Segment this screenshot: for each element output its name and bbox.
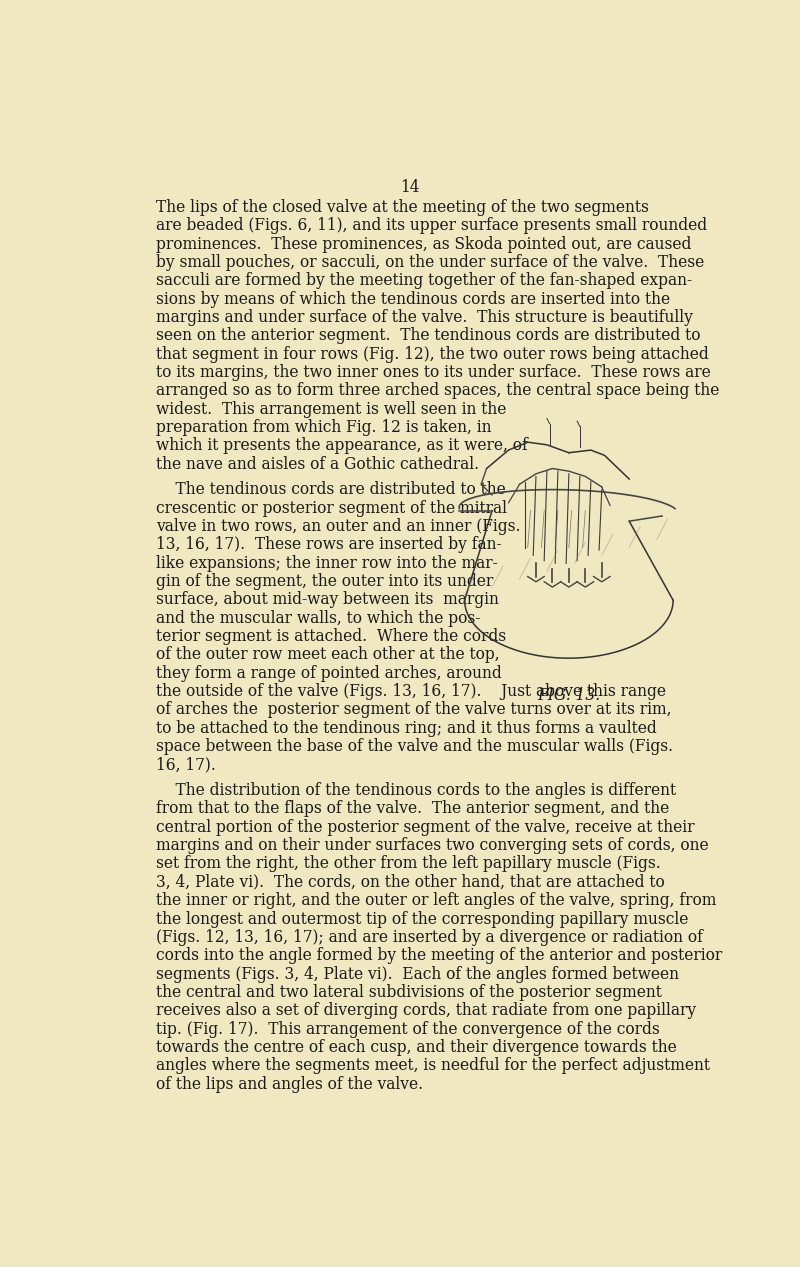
Text: The distribution of the tendinous cords to the angles is different: The distribution of the tendinous cords … xyxy=(156,782,676,799)
Text: The tendinous cords are distributed to the: The tendinous cords are distributed to t… xyxy=(156,481,506,498)
Text: like expansions; the inner row into the mar-: like expansions; the inner row into the … xyxy=(156,555,498,571)
Text: prominences.  These prominences, as Skoda pointed out, are caused: prominences. These prominences, as Skoda… xyxy=(156,236,691,252)
Text: by small pouches, or sacculi, on the under surface of the valve.  These: by small pouches, or sacculi, on the und… xyxy=(156,253,704,271)
Text: sacculi are formed by the meeting together of the fan-shaped expan-: sacculi are formed by the meeting togeth… xyxy=(156,272,692,289)
Text: 16, 17).: 16, 17). xyxy=(156,756,216,773)
Text: 13, 16, 17).  These rows are inserted by fan-: 13, 16, 17). These rows are inserted by … xyxy=(156,536,502,554)
Text: of the outer row meet each other at the top,: of the outer row meet each other at the … xyxy=(156,646,499,664)
Text: to its margins, the two inner ones to its under surface.  These rows are: to its margins, the two inner ones to it… xyxy=(156,364,710,381)
Text: crescentic or posterior segment of the mitral: crescentic or posterior segment of the m… xyxy=(156,499,507,517)
Text: are beaded (Figs. 6, 11), and its upper surface presents small rounded: are beaded (Figs. 6, 11), and its upper … xyxy=(156,217,707,234)
Text: of the lips and angles of the valve.: of the lips and angles of the valve. xyxy=(156,1076,423,1092)
Text: segments (Figs. 3, 4, Plate vi).  Each of the angles formed between: segments (Figs. 3, 4, Plate vi). Each of… xyxy=(156,965,678,982)
Text: 14: 14 xyxy=(400,180,420,196)
Text: and the muscular walls, to which the pos-: and the muscular walls, to which the pos… xyxy=(156,609,480,627)
Text: surface, about mid-way between its  margin: surface, about mid-way between its margi… xyxy=(156,592,498,608)
Text: the inner or right, and the outer or left angles of the valve, spring, from: the inner or right, and the outer or lef… xyxy=(156,892,716,910)
Text: arranged so as to form three arched spaces, the central space being the: arranged so as to form three arched spac… xyxy=(156,383,719,399)
Text: the nave and aisles of a Gothic cathedral.: the nave and aisles of a Gothic cathedra… xyxy=(156,456,479,473)
Text: 3, 4, Plate vi).  The cords, on the other hand, that are attached to: 3, 4, Plate vi). The cords, on the other… xyxy=(156,874,665,891)
Text: they form a range of pointed arches, around: they form a range of pointed arches, aro… xyxy=(156,665,502,682)
Text: FIG. 13.: FIG. 13. xyxy=(538,687,601,703)
Text: terior segment is attached.  Where the cords: terior segment is attached. Where the co… xyxy=(156,628,506,645)
Text: (Figs. 12, 13, 16, 17); and are inserted by a divergence or radiation of: (Figs. 12, 13, 16, 17); and are inserted… xyxy=(156,929,702,946)
Text: set from the right, the other from the left papillary muscle (Figs.: set from the right, the other from the l… xyxy=(156,855,661,873)
Text: the central and two lateral subdivisions of the posterior segment: the central and two lateral subdivisions… xyxy=(156,984,662,1001)
Text: that segment in four rows (Fig. 12), the two outer rows being attached: that segment in four rows (Fig. 12), the… xyxy=(156,346,709,362)
Text: the longest and outermost tip of the corresponding papillary muscle: the longest and outermost tip of the cor… xyxy=(156,911,688,927)
Text: margins and on their under surfaces two converging sets of cords, one: margins and on their under surfaces two … xyxy=(156,837,709,854)
Text: of arches the  posterior segment of the valve turns over at its rim,: of arches the posterior segment of the v… xyxy=(156,702,671,718)
Text: receives also a set of diverging cords, that radiate from one papillary: receives also a set of diverging cords, … xyxy=(156,1002,696,1019)
Text: margins and under surface of the valve.  This structure is beautifully: margins and under surface of the valve. … xyxy=(156,309,693,326)
Text: gin of the segment, the outer into its under: gin of the segment, the outer into its u… xyxy=(156,573,493,590)
Text: cords into the angle formed by the meeting of the anterior and posterior: cords into the angle formed by the meeti… xyxy=(156,948,722,964)
Text: to be attached to the tendinous ring; and it thus forms a vaulted: to be attached to the tendinous ring; an… xyxy=(156,720,657,736)
Text: The lips of the closed valve at the meeting of the two segments: The lips of the closed valve at the meet… xyxy=(156,199,649,215)
Text: from that to the flaps of the valve.  The anterior segment, and the: from that to the flaps of the valve. The… xyxy=(156,801,669,817)
Text: sions by means of which the tendinous cords are inserted into the: sions by means of which the tendinous co… xyxy=(156,290,670,308)
Text: seen on the anterior segment.  The tendinous cords are distributed to: seen on the anterior segment. The tendin… xyxy=(156,327,700,345)
Text: preparation from which Fig. 12 is taken, in: preparation from which Fig. 12 is taken,… xyxy=(156,419,491,436)
Text: which it presents the appearance, as it were, of: which it presents the appearance, as it … xyxy=(156,437,527,455)
Text: angles where the segments meet, is needful for the perfect adjustment: angles where the segments meet, is needf… xyxy=(156,1057,710,1074)
Text: tip. (Fig. 17).  This arrangement of the convergence of the cords: tip. (Fig. 17). This arrangement of the … xyxy=(156,1020,659,1038)
Text: valve in two rows, an outer and an inner (Figs.: valve in two rows, an outer and an inner… xyxy=(156,518,520,535)
Text: space between the base of the valve and the muscular walls (Figs.: space between the base of the valve and … xyxy=(156,739,673,755)
Text: widest.  This arrangement is well seen in the: widest. This arrangement is well seen in… xyxy=(156,400,506,418)
Text: the outside of the valve (Figs. 13, 16, 17).    Just above this range: the outside of the valve (Figs. 13, 16, … xyxy=(156,683,666,701)
Text: central portion of the posterior segment of the valve, receive at their: central portion of the posterior segment… xyxy=(156,818,694,836)
Text: towards the centre of each cusp, and their divergence towards the: towards the centre of each cusp, and the… xyxy=(156,1039,677,1055)
